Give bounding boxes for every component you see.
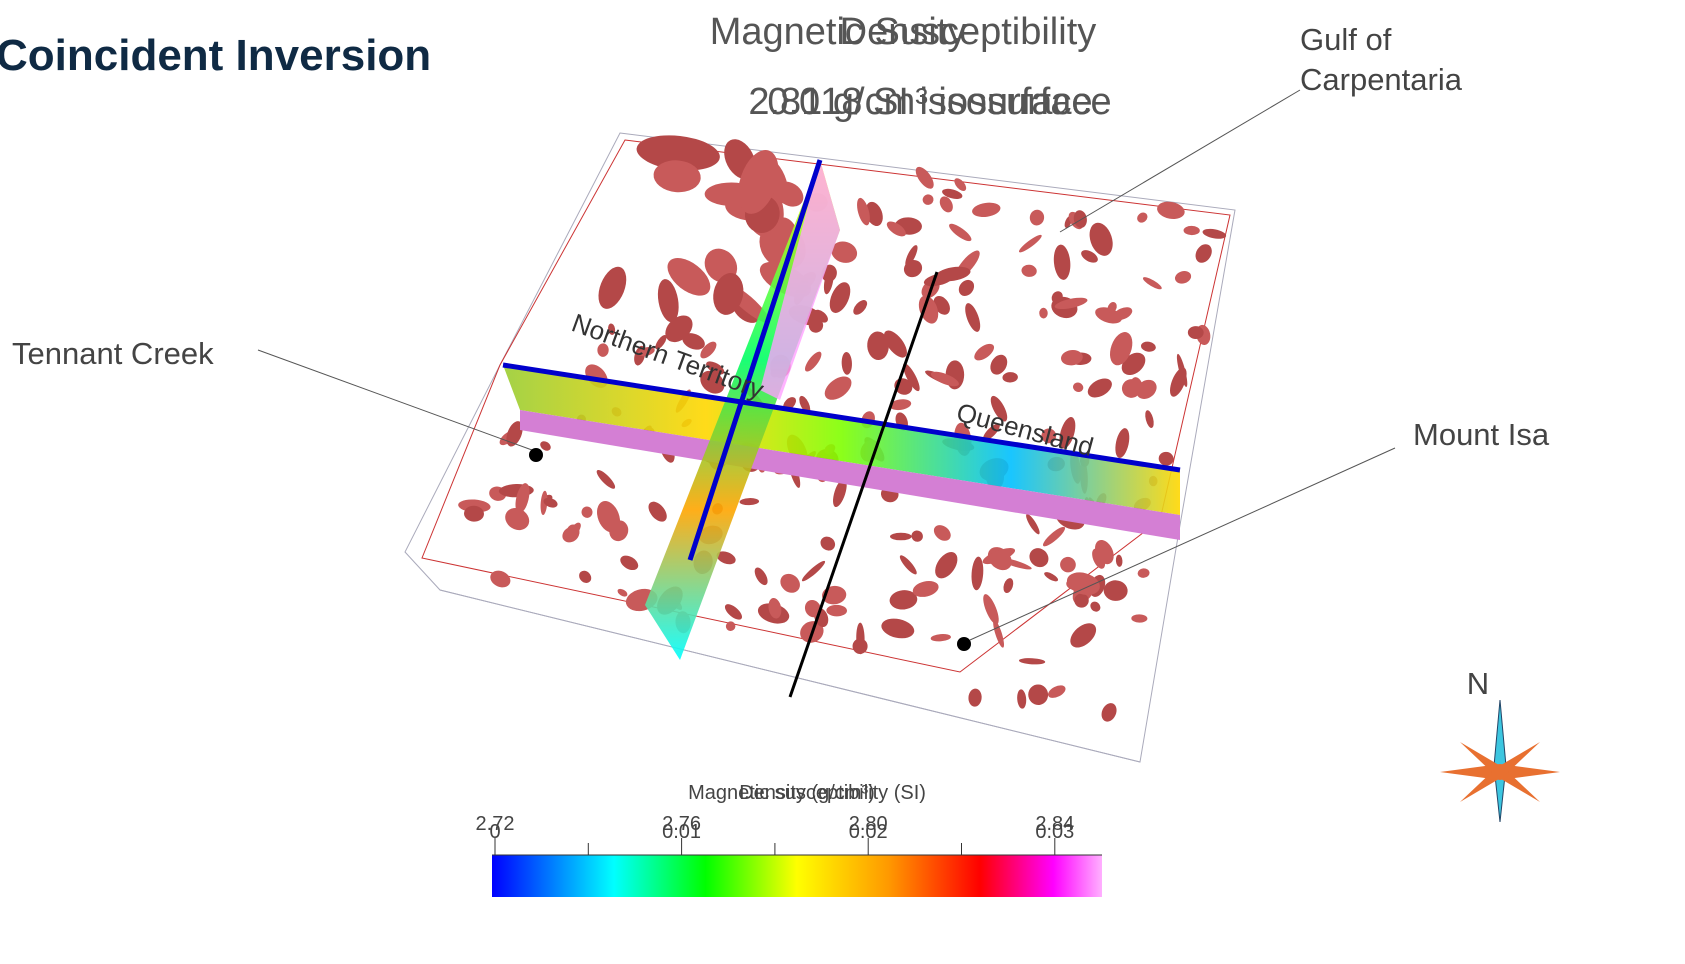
isosurface-blob xyxy=(1115,554,1123,567)
isosurface-blob xyxy=(1016,689,1026,709)
isosurface-blob xyxy=(1144,409,1156,428)
annotation-line: Gulf of xyxy=(1300,22,1392,57)
isosurface-blob xyxy=(1043,570,1059,583)
isosurface-blob xyxy=(722,601,744,622)
annotation: Gulf of Carpentaria xyxy=(1300,22,1463,97)
isosurface-blob xyxy=(968,688,983,707)
isosurface-blob xyxy=(1039,308,1048,319)
isosurface-blob xyxy=(1131,614,1147,623)
isosurface-blob xyxy=(851,298,870,318)
colorbar xyxy=(492,855,1102,897)
annotation-line: Carpentaria xyxy=(1300,62,1463,97)
isosurface-blob xyxy=(752,565,770,587)
isosurface-blob xyxy=(1183,226,1199,236)
isosurface-blob xyxy=(1202,227,1227,240)
colorbar-tick-label: 0.01 xyxy=(662,821,701,843)
colorbar-tick-label: 0.02 xyxy=(849,821,888,843)
isosurface-blob xyxy=(922,193,935,206)
isosurface-blob xyxy=(818,534,838,554)
isosurface-blob xyxy=(488,567,514,590)
isosurface-blob xyxy=(724,619,737,632)
isosurface-blob xyxy=(898,553,919,576)
isosurface-blob xyxy=(1085,375,1116,402)
isosurface-blob xyxy=(1156,199,1187,221)
isosurface-blob xyxy=(577,568,594,585)
isosurface-blob xyxy=(931,522,954,544)
annotation: Tennant Creek xyxy=(12,336,214,371)
isosurface-blob xyxy=(901,257,925,281)
isosurface-blob xyxy=(1135,210,1149,224)
slide-title: Coincident Inversion xyxy=(0,31,431,80)
isosurface-blob xyxy=(1046,683,1067,701)
isosurface-blob xyxy=(1103,580,1128,602)
isosurface-blob xyxy=(931,548,962,582)
plot-subtitle: 2.81 g/cm³ isosurface xyxy=(748,81,1111,123)
isosurface-blob xyxy=(1140,341,1156,353)
isosurface-blob xyxy=(1002,372,1018,383)
north-label: N xyxy=(1467,666,1489,701)
isosurface-blob xyxy=(890,533,912,540)
leader xyxy=(258,350,532,450)
isosurface-blob xyxy=(1142,275,1164,291)
isosurface-blob xyxy=(826,605,847,617)
isosurface-blob xyxy=(909,528,925,544)
isosurface-blob xyxy=(1019,657,1046,665)
isosurface-blob xyxy=(930,633,951,642)
isosurface-blob xyxy=(1071,381,1084,394)
isosurface-blob xyxy=(991,619,1006,649)
isosurface-blob xyxy=(1137,568,1150,579)
compass xyxy=(1440,700,1560,822)
isosurface-blob xyxy=(777,570,804,597)
isosurface-blob xyxy=(1113,427,1132,459)
isosurface-blob xyxy=(1021,264,1038,278)
isosurface-blob xyxy=(1173,269,1192,285)
isosurface-blob xyxy=(1027,683,1050,707)
isosurface-blob xyxy=(956,277,978,299)
isosurface-blob xyxy=(947,221,974,244)
isosurface-blob xyxy=(645,498,670,525)
isosurface-blob xyxy=(800,559,827,584)
isosurface-blob xyxy=(1002,577,1015,594)
isosurface-blob xyxy=(580,505,593,518)
annotation: Mount Isa xyxy=(1413,417,1550,452)
isosurface-blob xyxy=(1041,524,1068,548)
isosurface-blob xyxy=(879,616,916,641)
isosurface-blob xyxy=(618,553,641,573)
isosurface-blob xyxy=(593,263,632,313)
colorbar-title: Magnetic susceptibility (SI) xyxy=(688,782,926,804)
isosurface-blob xyxy=(739,498,759,506)
plot-title: Density xyxy=(840,11,967,53)
isosurface-blob xyxy=(1099,701,1120,724)
isosurface-blob xyxy=(980,592,1002,626)
isosurface-blob xyxy=(1066,619,1101,653)
isosurface-blob xyxy=(594,468,617,491)
colorbar-tick-label: 0.03 xyxy=(1035,821,1074,843)
isosurface-blob xyxy=(1029,209,1045,227)
isosurface-blob xyxy=(1088,600,1102,614)
isosurface-blob xyxy=(1052,244,1072,281)
colorbar-ticks: 2.722.762.802.8400.010.020.03 xyxy=(476,813,1075,855)
isosurface-blob xyxy=(567,524,580,539)
isosurface-blob xyxy=(970,556,984,590)
location-dot xyxy=(957,637,971,651)
colorbar-tick-label: 0 xyxy=(489,821,500,843)
isosurface-blob xyxy=(820,372,855,405)
isosurface-blob xyxy=(1017,233,1043,255)
isosurface-blob xyxy=(802,349,824,374)
location-dot xyxy=(529,448,543,462)
slide: Coincident Inversion Northern Territory … xyxy=(0,0,1685,964)
isosurface-blob xyxy=(1058,554,1079,574)
isosurface-blob xyxy=(1192,241,1215,266)
isosurface-blob xyxy=(841,352,852,375)
isosurface-blob xyxy=(962,301,983,333)
isosurface-blob xyxy=(971,201,1001,219)
isosurface-blob xyxy=(616,587,629,598)
